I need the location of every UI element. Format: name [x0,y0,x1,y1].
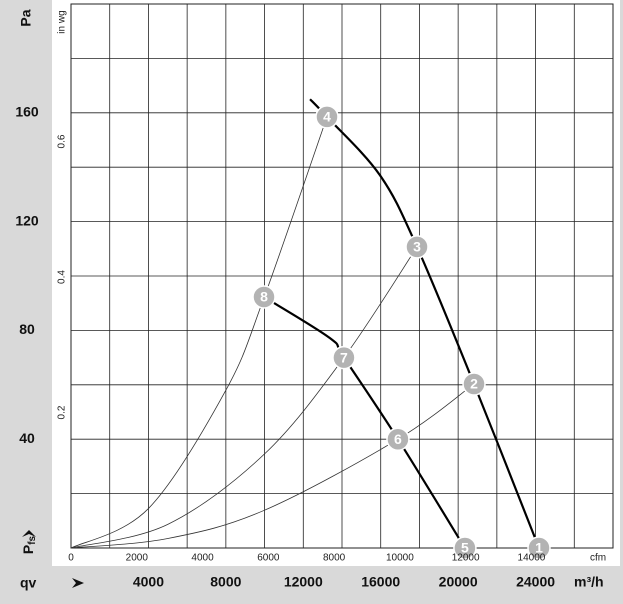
curve [70,246,418,549]
y2-tick-label: 0.4 [57,270,68,284]
curve [70,383,475,549]
point-label: 1 [535,540,543,556]
x-tick-label: 4000 [133,574,164,590]
point-marker [527,536,551,560]
x2-tick-label: 12000 [452,553,480,564]
point-label: 5 [461,540,469,556]
point-marker [332,345,356,370]
point-label: 2 [470,376,478,392]
arrow [22,530,36,537]
point-label: 4 [323,109,331,125]
y2-unit-label: in wg [57,10,68,33]
x-tick-label: 12000 [284,574,323,590]
curves: 1 2 3 4 5 6 7 8 [70,98,551,560]
x2-tick-label: 0 [68,553,74,564]
point-marker [405,235,429,259]
x2-unit-label: cfm [590,553,606,564]
x-tick-label: 8000 [210,574,241,590]
x2-tick-label: 14000 [518,553,546,564]
point-label: 3 [413,239,421,255]
y2-tick-label: 0.6 [57,134,68,148]
point-marker [386,427,410,451]
y-axis-label: Pfs [20,535,38,554]
y-tick-label: 40 [19,430,35,446]
y2-tick-label: 0.2 [57,405,68,419]
plot-frame [70,3,614,549]
y-tick-label: 120 [15,212,39,228]
x2-tick-label: 6000 [257,553,280,564]
y-tick-label: 80 [19,321,35,337]
plot-background [52,0,620,566]
point-label: 7 [340,349,348,365]
point-label: 8 [260,289,268,305]
y-label-sub: fs [27,535,38,544]
y-tick-label: 160 [15,104,39,120]
x2-tick-label: 10000 [386,553,414,564]
y-unit-label: Pa [18,9,34,26]
x2-tick-label: 2000 [126,553,149,564]
point-marker [453,536,477,560]
x-tick-label: 16000 [361,574,400,590]
arrow [72,578,84,588]
x2-tick-label: 8000 [323,553,346,564]
curve [70,116,328,549]
x2-tick-label: 4000 [191,553,214,564]
x-axis-label: qv [20,575,37,591]
x-tick-label: 24000 [516,574,555,590]
x-unit-label: m³/h [574,574,604,590]
y-label-main: P [20,545,36,554]
point-marker [315,105,339,129]
grid [70,3,614,549]
point-label: 6 [394,431,402,447]
x-tick-label: 20000 [439,574,478,590]
point-marker [252,285,276,309]
point-marker [462,372,486,396]
